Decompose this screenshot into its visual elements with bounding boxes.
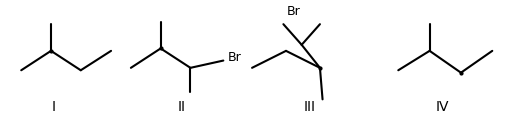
Text: Br: Br <box>287 4 301 18</box>
Text: III: III <box>303 100 316 114</box>
Text: I: I <box>51 100 56 114</box>
Text: II: II <box>177 100 185 114</box>
Text: IV: IV <box>436 100 449 114</box>
Text: Br: Br <box>227 51 242 64</box>
